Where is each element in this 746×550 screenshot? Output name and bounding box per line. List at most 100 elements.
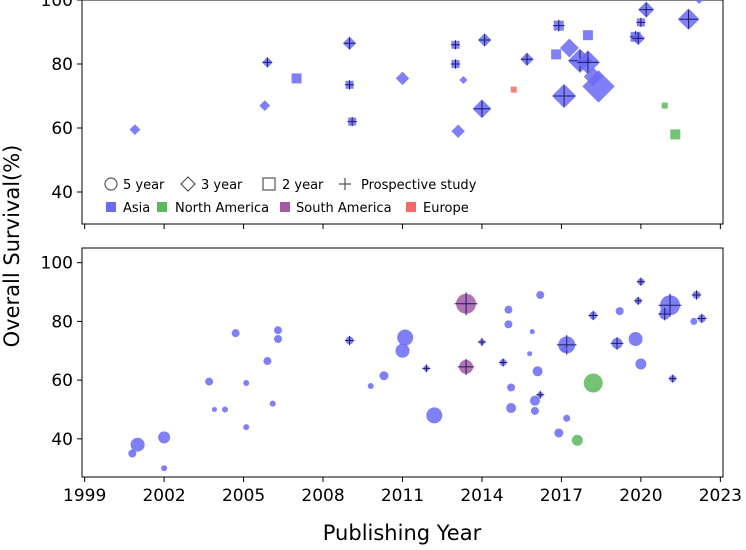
bottom-data-point-prospective-mark [697, 313, 707, 324]
legend-shape-label: 3 year [201, 178, 243, 193]
bottom-data-point-prospective-mark [458, 358, 475, 375]
top-data-point-prospective-mark [473, 100, 491, 117]
bottom-y-tick-label: 60 [51, 371, 73, 391]
bottom-data-point-prospective-mark [691, 290, 702, 300]
top-y-tick-label: 40 [51, 183, 73, 203]
bottom-data-point [530, 406, 539, 415]
bottom-data-point-prospective-mark [610, 337, 624, 350]
bottom-data-point [635, 358, 647, 370]
bottom-data-point-prospective-mark [422, 364, 431, 373]
top-data-point-prospective-mark [347, 117, 357, 127]
top-data-point-prospective-mark [450, 59, 461, 69]
legend-diamond-icon [180, 176, 196, 192]
bottom-data-point-prospective-mark [668, 374, 677, 383]
legend-plus-icon [339, 178, 351, 190]
legend-region-swatch [157, 202, 167, 212]
y-axis-label: Overall Survival(%) [0, 145, 24, 348]
top-data-point-prospective-mark [553, 19, 565, 32]
x-tick-label: 2023 [699, 486, 742, 506]
x-tick-label: 2020 [619, 486, 662, 506]
bottom-data-point [583, 373, 603, 393]
legend-region-label: Asia [123, 201, 150, 216]
bottom-data-point [161, 465, 168, 472]
bottom-y-tick-label: 80 [51, 312, 73, 332]
bottom-data-point [274, 326, 283, 335]
bottom-data-point [158, 431, 171, 444]
x-tick-label: 2014 [460, 486, 503, 506]
top-data-point-prospective-mark [343, 37, 356, 49]
legend-shape-label: Prospective study [361, 178, 477, 193]
bottom-y-tick-label: 100 [41, 254, 73, 274]
top-data-point [395, 71, 410, 86]
top-data-point [551, 49, 562, 60]
top-data-point-prospective-mark [553, 85, 575, 107]
legend: 5 year 3 year 2 year Prospective study Asia N… [104, 176, 477, 216]
bottom-data-point-prospective-mark [588, 310, 598, 321]
legend-region-label: South America [296, 201, 392, 216]
legend-shape-label: 5 year [123, 178, 165, 193]
legend-circle-icon [104, 177, 118, 191]
top-data-point-prospective-mark [632, 32, 644, 45]
bottom-plot-frame [81, 247, 724, 478]
top-data-point [291, 73, 302, 84]
top-data-point [582, 30, 593, 41]
bottom-data-point [529, 395, 540, 406]
bottom-data-point [554, 428, 564, 438]
bottom-data-point [269, 400, 276, 407]
bottom-data-point-prospective-mark [634, 296, 643, 305]
top-data-point-prospective-mark [478, 34, 491, 46]
bottom-data-point [211, 406, 217, 412]
bottom-data-point [222, 406, 229, 413]
legend-region-label: Europe [423, 201, 469, 216]
bottom-data-point [130, 437, 145, 452]
top-points [129, 0, 704, 140]
bottom-data-point-prospective-mark [658, 307, 672, 321]
bottom-data-point [379, 371, 389, 381]
top-data-point [510, 86, 517, 93]
bottom-data-point [504, 305, 513, 314]
bottom-data-point [243, 424, 250, 431]
bottom-panel: 40 60 80 100 1999 2002 2005 2008 2011 2014 2017 202… [41, 247, 742, 506]
top-data-point-prospective-mark [679, 10, 698, 29]
bottom-points [128, 277, 707, 472]
bottom-data-point [628, 332, 643, 347]
bottom-data-point-prospective-mark [477, 337, 486, 346]
bottom-data-point-prospective-mark [636, 277, 645, 286]
bottom-data-point [529, 329, 535, 335]
top-data-point-prospective-mark [636, 17, 646, 27]
top-data-point [582, 70, 615, 103]
bottom-data-point-prospective-mark [556, 335, 577, 355]
bottom-data-point [527, 351, 533, 357]
bottom-data-point [367, 382, 374, 389]
top-data-point-prospective-mark [577, 52, 599, 73]
top-data-point [459, 75, 468, 85]
top-data-point [670, 129, 681, 140]
x-tick-label: 1999 [63, 486, 106, 506]
bottom-data-point [690, 317, 698, 325]
bottom-data-point-prospective-mark [454, 292, 478, 316]
x-axis-label: Publishing Year [323, 521, 482, 545]
bottom-data-point [532, 366, 543, 377]
legend-region-swatch [280, 202, 290, 212]
legend-shape-label: 2 year [282, 178, 324, 193]
bottom-data-point [231, 329, 240, 338]
top-data-point-prospective-mark [521, 53, 533, 65]
bottom-data-point [504, 320, 513, 329]
top-data-point-prospective-mark [639, 2, 654, 17]
legend-square-icon [262, 177, 276, 191]
legend-region-swatch [406, 202, 416, 212]
x-tick-label: 2005 [222, 486, 265, 506]
bottom-data-point [571, 434, 583, 446]
bottom-data-point [128, 449, 137, 458]
top-data-point-prospective-mark [344, 80, 355, 90]
bottom-data-point [274, 335, 283, 344]
bottom-data-point-prospective-mark [344, 335, 355, 346]
top-y-tick-label: 60 [51, 119, 73, 139]
top-data-point [661, 102, 668, 109]
bottom-data-point [507, 383, 516, 392]
top-y-tick-label: 100 [41, 0, 73, 11]
x-tick-label: 2008 [301, 486, 344, 506]
bottom-data-point [205, 377, 214, 386]
